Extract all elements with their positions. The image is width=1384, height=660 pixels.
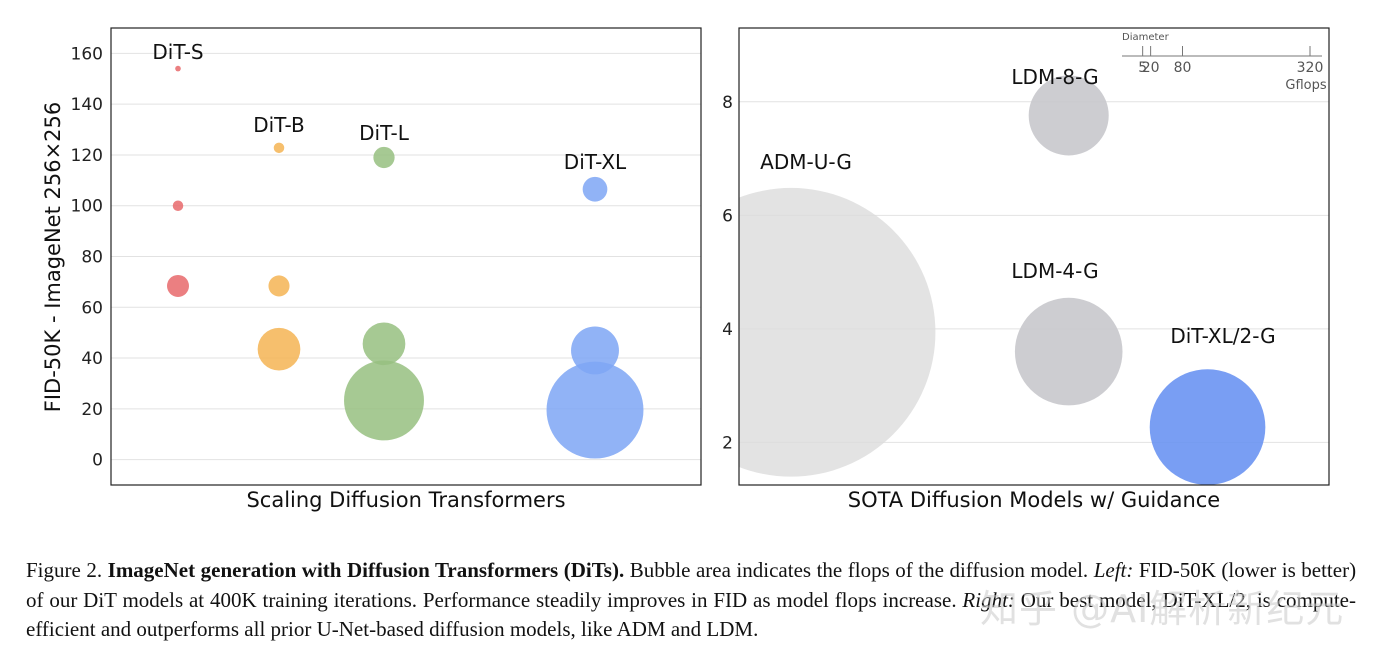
bubble-dit-xl-2-g: [1149, 369, 1266, 485]
right-bubbles: [739, 75, 1266, 485]
right-x-axis-title: SOTA Diffusion Models w/ Guidance: [848, 488, 1220, 512]
series-label-dit-xl: DiT-XL: [564, 150, 627, 174]
right-y-ticks: 2 4 6 8: [722, 93, 733, 454]
caption-right-label: Right:: [962, 587, 1015, 612]
series-label-dit-l: DiT-L: [359, 121, 410, 145]
caption-text-1: Bubble area indicates the flops of the d…: [629, 558, 1089, 582]
left-y-tick-label: 100: [71, 197, 103, 217]
left-y-ticks: 0 20 40 60 80 100 120 140 160: [71, 44, 103, 470]
left-plot-frame: [110, 27, 702, 486]
point-label-ldm-4-g: LDM-4-G: [1011, 259, 1098, 283]
bubble-dit-b-2: [257, 327, 301, 371]
bubble-dit-s-2: [167, 274, 189, 297]
point-label-ldm-8-g: LDM-8-G: [1011, 65, 1098, 89]
bubble-dit-xl-0: [582, 176, 608, 202]
diameter-legend: Diameter 520 80 320 Gflops: [1122, 32, 1327, 93]
left-y-tick-label: 40: [81, 349, 103, 369]
bubble-ldm-4-g: [1014, 297, 1123, 406]
left-y-tick-label: 160: [71, 44, 103, 64]
right-y-tick-label: 8: [722, 93, 733, 113]
bubble-dit-xl-1: [571, 326, 619, 375]
bubble-dit-l-1: [362, 322, 406, 366]
legend-title: Diameter: [1122, 32, 1170, 43]
left-series-labels: DiT-S DiT-B DiT-L DiT-XL: [152, 40, 627, 174]
left-y-tick-label: 140: [71, 95, 103, 115]
left-bubbles: [167, 65, 644, 459]
caption-text-2: FID-50K (lower is better) of our DiT mod…: [26, 558, 1357, 612]
legend-tick-label: 80: [1174, 60, 1192, 76]
left-gridlines: [111, 52, 701, 461]
figure-caption: Figure 2. ImageNet generation with Diffu…: [26, 556, 1356, 645]
bubble-dit-b-0: [273, 142, 285, 154]
bubble-adm-u-g: [739, 187, 936, 477]
right-y-tick-label: 2: [722, 433, 733, 453]
series-label-dit-s: DiT-S: [152, 40, 203, 64]
left-y-tick-label: 120: [71, 146, 103, 166]
caption-text-3: Our best model, DiT-XL/2, is compute-eff…: [26, 587, 1356, 642]
bubble-dit-l-0: [373, 146, 395, 169]
point-label-dit-xl-2-g: DiT-XL/2-G: [1170, 324, 1275, 348]
bubble-dit-xl-2: [546, 361, 644, 459]
right-point-labels: ADM-U-G LDM-8-G LDM-4-G DiT-XL/2-G: [760, 65, 1275, 348]
right-y-tick-label: 4: [722, 320, 733, 340]
left-y-tick-label: 60: [81, 298, 103, 318]
legend-unit: Gflops: [1285, 78, 1326, 93]
left-y-tick-label: 0: [92, 451, 103, 471]
caption-fig-label: Figure 2.: [26, 558, 103, 582]
bubble-dit-b-1: [268, 275, 290, 297]
series-label-dit-b: DiT-B: [253, 113, 305, 137]
left-y-axis-title: FID-50K - ImageNet 256×256: [41, 102, 65, 413]
right-chart: 2 4 6 8 ADM-U-G LDM-8-G LDM-4-G DiT-XL/2-G Dia…: [722, 27, 1330, 512]
bubble-ldm-8-g: [1028, 75, 1109, 156]
right-y-tick-label: 6: [722, 206, 733, 226]
right-plot-frame: [738, 27, 1330, 486]
point-label-adm-u-g: ADM-U-G: [760, 150, 852, 174]
bubble-dit-s-1: [172, 200, 184, 211]
bubble-dit-s-0: [175, 65, 181, 72]
left-x-axis-title: Scaling Diffusion Transformers: [246, 488, 565, 512]
legend-tick-label: 320: [1297, 60, 1324, 76]
caption-bold-title: ImageNet generation with Diffusion Trans…: [107, 558, 625, 582]
legend-tick-label: 20: [1142, 60, 1160, 76]
bubble-dit-l-2: [344, 360, 424, 441]
caption-left-label: Left:: [1093, 558, 1134, 582]
left-y-tick-label: 20: [81, 400, 103, 420]
legend-tick-label: 5: [1138, 60, 1147, 76]
left-y-tick-label: 80: [81, 248, 103, 268]
